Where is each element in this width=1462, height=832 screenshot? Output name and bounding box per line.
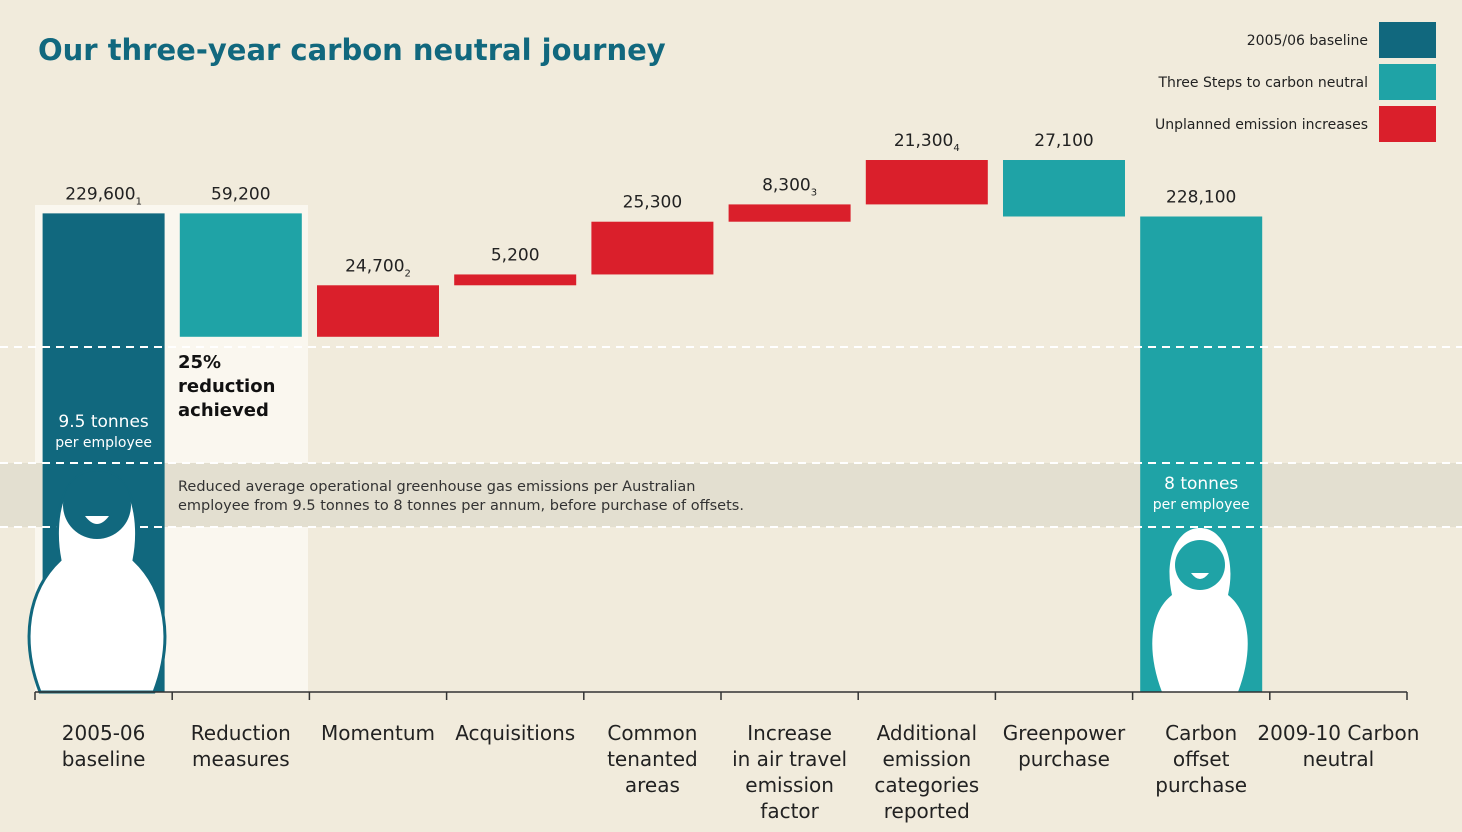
- legend-label: 2005/06 baseline: [1247, 33, 1368, 49]
- value-label: 229,6001: [65, 184, 142, 207]
- value-label-text: 229,600: [65, 184, 135, 204]
- x-tick-label-line: neutral: [1303, 747, 1375, 771]
- annotation-line: per employee: [55, 435, 152, 451]
- bar: [591, 221, 714, 275]
- doll-small: [1152, 528, 1248, 692]
- annotation-line: 25%: [178, 352, 221, 373]
- x-tick-label-line: Increase: [747, 721, 832, 745]
- x-tick-label-line: factor: [760, 799, 819, 823]
- annotation: 25% reduction achieved: [178, 352, 275, 421]
- value-label: 8,3003: [762, 175, 817, 198]
- doll-large: [27, 468, 167, 694]
- value-label: 24,7002: [345, 256, 411, 279]
- annotation: Reduced average operational greenhouse g…: [178, 479, 744, 514]
- value-label-text: 27,100: [1034, 131, 1093, 151]
- x-tick-label-line: in air travel: [732, 747, 847, 771]
- value-label: 27,100: [1034, 131, 1093, 151]
- x-tick-label: 2009-10 Carbon neutral: [1257, 721, 1419, 771]
- legend-label: Unplanned emission increases: [1155, 117, 1368, 133]
- value-label-text: 8,300: [762, 175, 811, 195]
- x-tick-label-line: Momentum: [321, 721, 435, 745]
- x-tick-label-line: Reduction: [191, 721, 291, 745]
- x-tick-label: Reduction measures: [191, 721, 291, 771]
- x-tick-label-line: Common: [607, 721, 697, 745]
- legend-swatch: [1379, 106, 1436, 142]
- footnote: 2: [405, 268, 411, 279]
- value-label: 25,300: [623, 193, 682, 213]
- annotation-line: 9.5 tonnes: [58, 412, 149, 432]
- x-tick-label: Momentum: [321, 721, 435, 745]
- annotation-line: Reduced average operational greenhouse g…: [178, 479, 695, 495]
- doll-smile: [1191, 573, 1209, 579]
- x-tick-label-line: emission: [882, 747, 971, 771]
- bar: [1003, 160, 1125, 217]
- x-tick-label-line: Carbon: [1165, 721, 1237, 745]
- annotation-line: achieved: [178, 400, 269, 421]
- annotation: 9.5 tonnes per employee: [55, 412, 152, 451]
- x-tick-label-line: measures: [192, 747, 290, 771]
- doll-head: [63, 471, 131, 539]
- x-tick-label: Carbon offset purchase: [1155, 721, 1247, 797]
- legend: 2005/06 baseline Three Steps to carbon ne…: [1155, 22, 1436, 142]
- doll-smile: [85, 516, 109, 524]
- x-tick-label-line: emission: [745, 773, 834, 797]
- bar: [179, 213, 302, 337]
- legend-label: Three Steps to carbon neutral: [1157, 75, 1368, 91]
- bar: [454, 274, 577, 286]
- x-tick-label-line: purchase: [1018, 747, 1110, 771]
- value-label: 5,200: [491, 245, 540, 265]
- x-tick-label-line: reported: [884, 799, 970, 823]
- dashed-lines: [0, 346, 1462, 528]
- footnote: 4: [953, 143, 959, 154]
- bar: [865, 160, 988, 205]
- x-tick-label: Common tenanted areas: [607, 721, 698, 797]
- value-label-text: 5,200: [491, 245, 540, 265]
- x-tick-label-line: tenanted: [607, 747, 698, 771]
- legend-swatch: [1379, 64, 1436, 100]
- x-tick-label-line: 2005-06: [62, 721, 146, 745]
- x-tick-label-line: Acquisitions: [455, 721, 575, 745]
- x-tick-label: Greenpower purchase: [1003, 721, 1126, 771]
- value-label-text: 25,300: [623, 193, 682, 213]
- bar: [728, 204, 851, 222]
- footnote: 1: [136, 196, 142, 207]
- x-tick-label-line: areas: [625, 773, 680, 797]
- x-tick-label: Acquisitions: [455, 721, 575, 745]
- value-label: 21,3004: [894, 131, 960, 154]
- value-label-text: 228,100: [1166, 187, 1236, 207]
- x-tick-label: 2005-06 baseline: [62, 721, 146, 771]
- footnote: 3: [811, 187, 817, 198]
- legend-swatch: [1379, 22, 1436, 58]
- chart-title: Our three-year carbon neutral journey: [38, 33, 666, 67]
- x-tick-label-line: categories: [874, 773, 979, 797]
- x-tick-label: Increase in air travel emission factor: [732, 721, 847, 823]
- doll-body: [27, 468, 167, 694]
- x-tick-label-line: offset: [1173, 747, 1230, 771]
- doll-head: [1175, 540, 1225, 590]
- x-tick-label-line: purchase: [1155, 773, 1247, 797]
- x-tick-label-line: 2009-10 Carbon: [1257, 721, 1419, 745]
- value-label: 59,200: [211, 184, 270, 204]
- value-label-text: 21,300: [894, 131, 953, 151]
- value-label-text: 24,700: [345, 256, 404, 276]
- annotation-line: reduction: [178, 376, 275, 397]
- annotation-line: per employee: [1153, 497, 1250, 513]
- annotations: 25% reduction achieved 9.5 tonnes per employ…: [55, 352, 1249, 514]
- x-tick-label-line: Additional: [877, 721, 977, 745]
- bar: [317, 285, 439, 337]
- annotation: 8 tonnes per employee: [1153, 474, 1250, 513]
- x-tick-label-line: Greenpower: [1003, 721, 1126, 745]
- x-tick-label-line: baseline: [62, 747, 146, 771]
- annotation-line: 8 tonnes: [1164, 474, 1238, 494]
- value-label-text: 59,200: [211, 184, 270, 204]
- value-label: 228,100: [1166, 187, 1236, 207]
- annotation-line: employee from 9.5 tonnes to 8 tonnes per…: [178, 498, 744, 514]
- x-tick-label: Additional emission categories reported: [874, 721, 979, 823]
